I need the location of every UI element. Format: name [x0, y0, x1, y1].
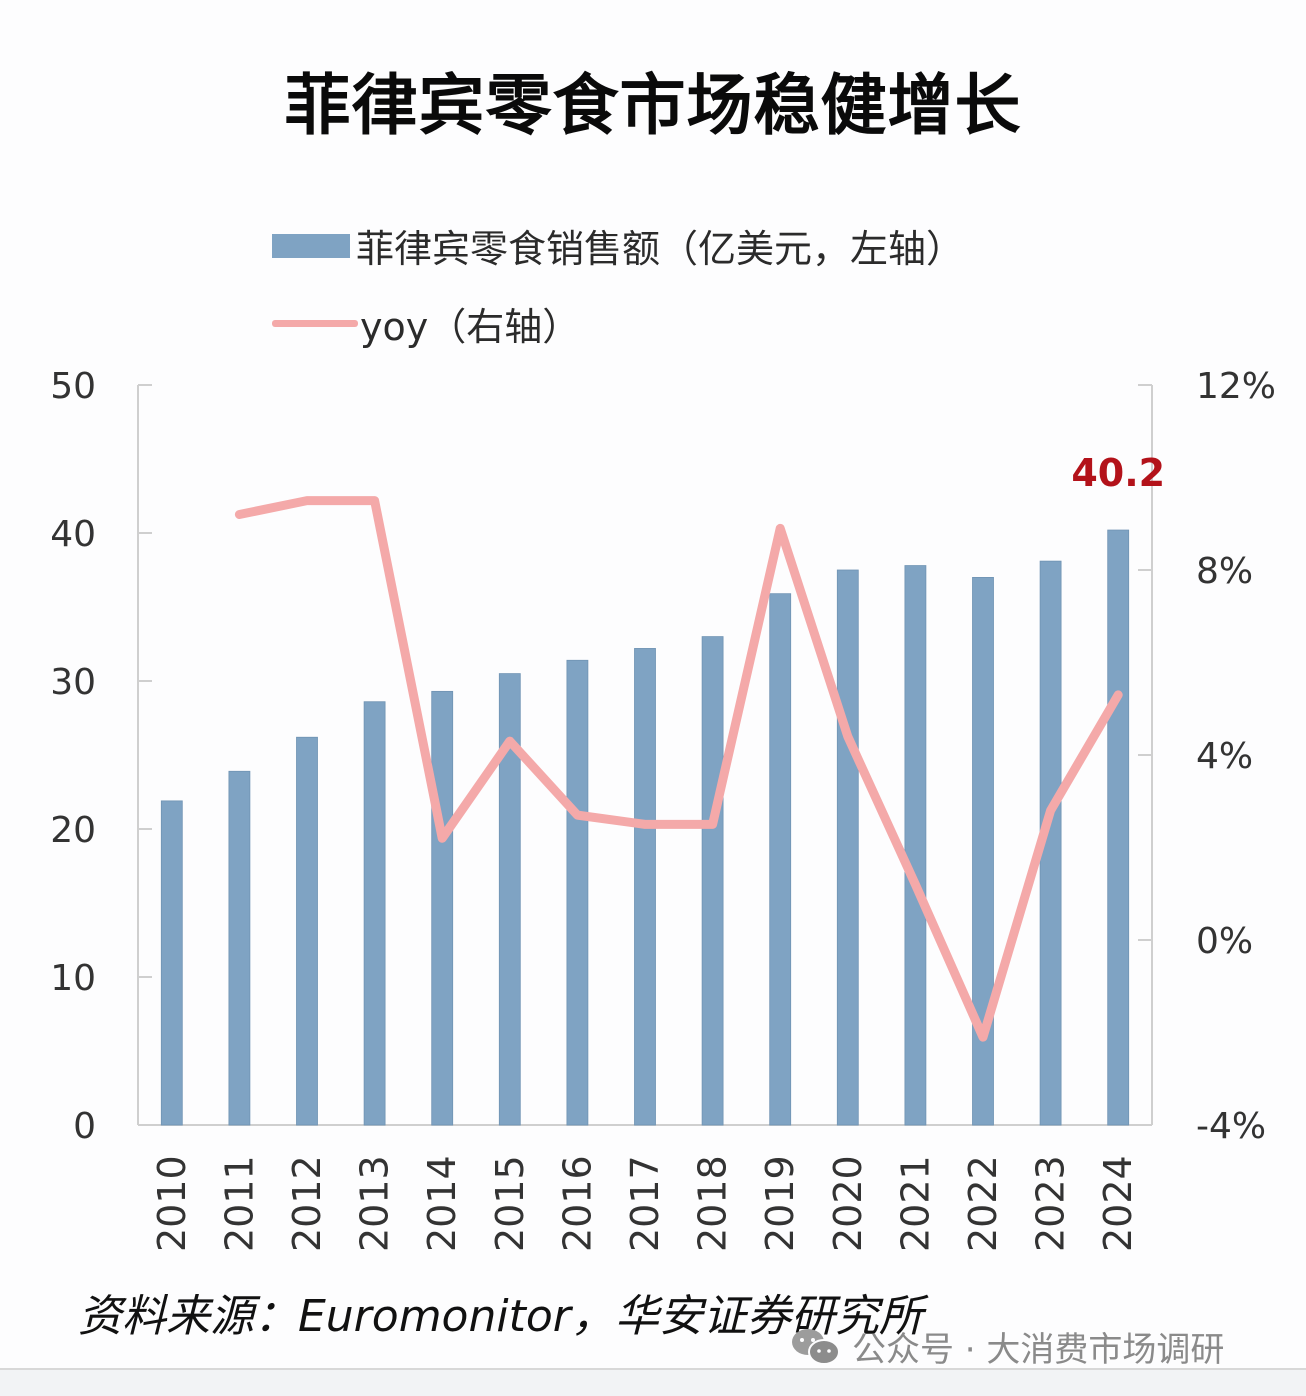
- axis-labels: 0 10 20 30 40 50 -4% 0% 4% 8% 12% 2010 2011 2012 2013 2…: [50, 366, 1276, 1252]
- legend-line-swatch: [272, 320, 358, 327]
- bar-annotation-2024: 40.2: [1071, 451, 1165, 495]
- right-tick-label: 0%: [1196, 921, 1253, 962]
- bar-2015: [498, 673, 521, 1126]
- x-tick-label: 2021: [893, 1155, 937, 1252]
- bar-2022: [972, 577, 994, 1126]
- bar-2018: [701, 636, 724, 1126]
- x-tick-label: 2023: [1029, 1155, 1073, 1252]
- left-tick-label: 40: [50, 514, 96, 555]
- x-tick-label: 2014: [420, 1155, 464, 1252]
- yoy-point-2015: [508, 740, 511, 743]
- yoy-point-2018: [711, 823, 714, 826]
- x-tick-label: 2011: [217, 1155, 261, 1252]
- yoy-point-2013: [373, 499, 376, 502]
- x-tick-label: 2024: [1096, 1155, 1140, 1252]
- chart-title: 菲律宾零食市场稳健增长: [284, 67, 1022, 144]
- left-tick-label: 0: [73, 1106, 96, 1147]
- legend-bar-swatch: [272, 233, 350, 258]
- yoy-point-2024: [1117, 693, 1120, 696]
- bar-2024: [1107, 529, 1130, 1126]
- wechat-icon: [792, 1328, 840, 1365]
- yoy-point-2019: [779, 527, 782, 530]
- bar-2014: [431, 690, 454, 1126]
- bar-2010: [160, 800, 183, 1126]
- bottom-bar: [0, 1368, 1306, 1396]
- bar-2012: [296, 736, 318, 1126]
- legend-item-yoy: yoy（右轴）: [272, 296, 580, 351]
- x-tick-label: 2012: [285, 1155, 329, 1252]
- x-tick-label: 2018: [691, 1155, 735, 1252]
- bar-2019: [769, 593, 792, 1126]
- yoy-point-2016: [576, 814, 579, 817]
- legend-item-sales: 菲律宾零食销售额（亿美元，左轴）: [272, 218, 964, 273]
- right-tick-label: 4%: [1196, 736, 1253, 777]
- bar-2016: [566, 659, 589, 1126]
- yoy-line: [234, 496, 1123, 1042]
- right-tick-label: 12%: [1196, 366, 1276, 407]
- x-tick-label: 2017: [623, 1155, 667, 1252]
- bar-2021: [904, 565, 927, 1126]
- right-tick-label: -4%: [1196, 1106, 1266, 1147]
- yoy-point-2014: [441, 837, 444, 840]
- yoy-point-2022: [982, 1036, 984, 1039]
- x-tick-label: 2010: [150, 1155, 194, 1252]
- left-tick-label: 10: [50, 958, 96, 999]
- x-tick-label: 2020: [826, 1155, 870, 1252]
- yoy-point-2023: [1049, 809, 1052, 812]
- yoy-point-2011: [238, 513, 241, 516]
- left-tick-label: 50: [50, 366, 96, 407]
- source-note: 资料来源：Euromonitor，华安证券研究所: [78, 1291, 923, 1342]
- bar-2017: [634, 648, 656, 1126]
- legend-bar-label: 菲律宾零食销售额（亿美元，左轴）: [356, 227, 965, 271]
- watermark-text: 公众号 · 大消费市场调研: [852, 1330, 1225, 1370]
- combo-chart: 0 10 20 30 40 50 -4% 0% 4% 8% 12% 2010 2011 2012 2013 2…: [50, 366, 1276, 1252]
- bar-2020: [836, 569, 859, 1126]
- yoy-point-2017: [644, 823, 646, 826]
- left-tick-label: 20: [50, 810, 96, 851]
- watermark: 公众号 · 大消费市场调研: [790, 1322, 1224, 1371]
- x-tick-label: 2022: [961, 1155, 1005, 1252]
- yoy-point-2020: [846, 735, 849, 738]
- x-tick-label: 2015: [488, 1155, 532, 1252]
- x-tick-label: 2016: [555, 1155, 599, 1252]
- line-series: [234, 496, 1123, 1042]
- right-tick-label: 8%: [1196, 551, 1253, 592]
- legend-line-label: yoy（右轴）: [360, 305, 581, 349]
- left-tick-label: 30: [50, 662, 96, 703]
- yoy-point-2012: [306, 499, 308, 502]
- x-tick-label: 2019: [758, 1155, 802, 1252]
- bar-2011: [228, 770, 251, 1126]
- yoy-point-2021: [914, 883, 917, 886]
- bar-2013: [363, 701, 386, 1126]
- x-tick-label: 2013: [353, 1155, 397, 1252]
